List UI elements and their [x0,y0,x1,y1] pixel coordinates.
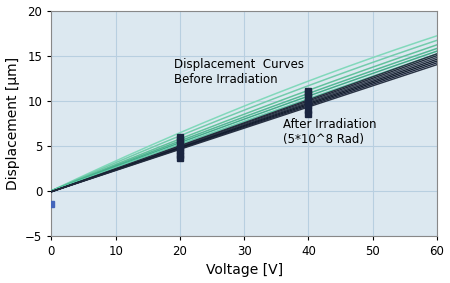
Text: Displacement  Curves
Before Irradiation: Displacement Curves Before Irradiation [174,58,303,86]
Y-axis label: Displacement [μm]: Displacement [μm] [5,57,19,190]
X-axis label: Voltage [V]: Voltage [V] [206,263,283,277]
Text: After Irradiation
(5*10^8 Rad): After Irradiation (5*10^8 Rad) [283,118,376,146]
